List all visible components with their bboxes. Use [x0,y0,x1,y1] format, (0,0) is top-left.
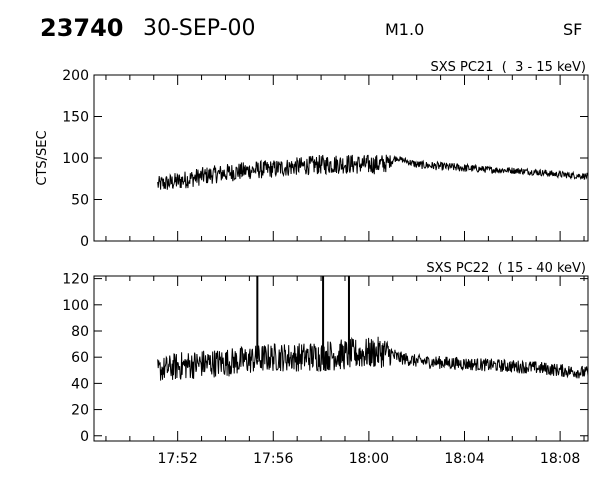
y-ticks: 0 50 100 150 200 [62,68,588,250]
x-ticks [105,276,585,441]
y-tick-label: 100 [62,151,89,167]
panel-pc21: SXS PC21 ( 3 - 15 keV) CTS/SEC 0 50 100 150… [35,60,589,250]
y-tick-label: 60 [71,350,89,366]
x-tick-labels: 17:52 17:56 18:00 18:04 18:08 [157,451,580,467]
series-line [157,336,589,381]
x-tick-label: 17:52 [157,451,197,467]
y-tick-label: 20 [71,403,89,419]
event-id: 23740 [40,14,124,42]
y-axis-label: CTS/SEC [35,130,50,185]
plot-frame [93,74,589,242]
y-tick-label: 0 [80,429,89,445]
y-tick-label: 200 [62,68,89,84]
x-tick-label: 18:00 [349,451,389,467]
y-tick-label: 80 [71,324,89,340]
x-ticks [105,75,585,241]
y-tick-label: 150 [62,110,89,126]
plot-frame [93,275,589,442]
event-date: 30-SEP-00 [143,16,256,41]
panel-title: SXS PC21 ( 3 - 15 keV) [430,60,586,75]
event-flag: SF [563,20,583,39]
x-tick-label: 17:56 [253,451,293,467]
spikes [256,276,350,359]
y-tick-label: 0 [80,234,89,250]
series-line [157,154,589,190]
y-tick-label: 40 [71,376,89,392]
y-tick-label: 120 [62,272,89,288]
y-tick-label: 50 [71,193,89,209]
panel-pc22: SXS PC22 ( 15 - 40 keV) 020406080100120 … [62,261,589,467]
y-tick-label: 100 [62,298,89,314]
panel-title: SXS PC22 ( 15 - 40 keV) [426,261,586,276]
flare-class: M1.0 [385,20,425,39]
x-tick-label: 18:08 [540,451,580,467]
y-ticks: 0 20 40 60 80 100 120 [62,272,588,445]
x-tick-label: 18:04 [444,451,484,467]
